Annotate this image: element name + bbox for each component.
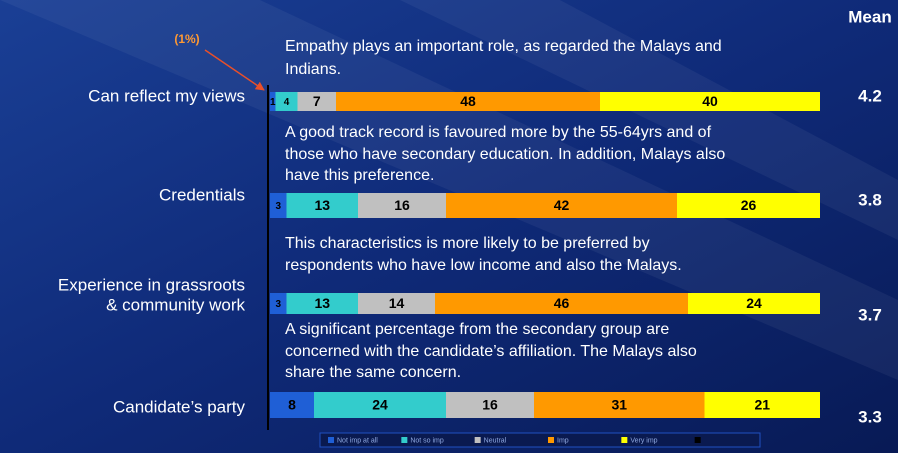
data-label: 21	[754, 397, 770, 413]
annotation-arrow	[204, 49, 265, 91]
note: Empathy plays an important role, as rega…	[285, 38, 722, 55]
bar-segment	[358, 193, 446, 218]
legend: Not imp at all Not so imp Neutral Imp Very i…	[319, 432, 761, 448]
note: have this preference.	[285, 167, 434, 184]
note: those who have secondary education. In a…	[285, 146, 725, 163]
legend-swatch	[474, 437, 481, 443]
bar-segment	[534, 392, 705, 418]
bar-segment	[286, 193, 358, 218]
category-label: Experience in grassroots	[58, 275, 245, 294]
bar-segment	[446, 392, 534, 418]
category-label: Candidate’s party	[113, 397, 245, 416]
data-label: 13	[314, 197, 330, 213]
data-label: 31	[611, 397, 627, 413]
data-label: 16	[482, 397, 498, 413]
legend-swatch	[621, 437, 628, 443]
data-label: 40	[702, 93, 718, 109]
data-label: 24	[746, 295, 762, 311]
data-label: 3	[275, 299, 281, 310]
legend-swatch	[694, 437, 701, 443]
category-label: & community work	[106, 295, 245, 314]
light-ray	[0, 0, 898, 380]
bar-segment	[270, 392, 314, 418]
mean-value: 3.8	[858, 190, 882, 209]
note: A significant percentage from the second…	[285, 321, 669, 338]
category-label: Can reflect my views	[88, 86, 245, 105]
data-label: 16	[394, 197, 410, 213]
note: A good track record is favoured more by …	[285, 124, 712, 141]
light-ray	[400, 0, 898, 240]
data-label: 26	[741, 197, 757, 213]
note: This characteristics is more likely to b…	[285, 235, 650, 252]
data-label: 48	[460, 93, 476, 109]
bar-segment	[336, 92, 600, 111]
legend-label: Very imp	[630, 437, 657, 444]
mean-header: Mean	[848, 7, 891, 26]
data-label: 3	[275, 201, 281, 212]
data-label: 14	[389, 295, 405, 311]
bar-segment	[600, 92, 820, 111]
note: respondents who have low income and also…	[285, 257, 682, 274]
note: Indians.	[285, 61, 341, 78]
bar-segment	[688, 293, 820, 314]
data-label: 1	[270, 97, 276, 108]
annotation: (1%)	[174, 32, 199, 46]
legend-swatch	[328, 437, 334, 443]
data-label: 42	[554, 197, 570, 213]
bar-segment	[358, 293, 435, 314]
bar-segment	[314, 392, 446, 418]
bar-segment	[446, 193, 677, 218]
bar-segment	[270, 193, 287, 218]
legend-swatch	[548, 437, 554, 443]
legend-swatch	[401, 437, 408, 443]
legend-label: Not imp at all	[337, 437, 378, 444]
bar-segment	[286, 293, 358, 314]
legend-label: Not so imp	[410, 437, 444, 444]
mean-value: 4.2	[858, 86, 882, 105]
mean-value: 3.7	[858, 305, 882, 324]
bar-segment	[435, 293, 688, 314]
category-label: Credentials	[159, 185, 245, 204]
data-label: 4	[284, 97, 290, 108]
data-label: 7	[313, 93, 321, 109]
note: share the same concern.	[285, 364, 461, 381]
data-label: 46	[554, 295, 570, 311]
mean-value: 3.3	[858, 407, 882, 426]
note: concerned with the candidate’s affiliati…	[285, 343, 697, 360]
bar-segment	[704, 392, 820, 418]
bar-segment	[297, 92, 336, 111]
legend-label: Neutral	[484, 437, 507, 444]
bar-segment	[270, 293, 287, 314]
data-label: 13	[314, 295, 330, 311]
data-label: 24	[372, 397, 388, 413]
data-label: 8	[288, 397, 296, 413]
legend-label: Imp	[557, 437, 569, 444]
bar-segment	[677, 193, 820, 218]
bar-segment	[275, 92, 298, 111]
bar-segment	[270, 92, 276, 111]
legend-box	[319, 432, 761, 448]
